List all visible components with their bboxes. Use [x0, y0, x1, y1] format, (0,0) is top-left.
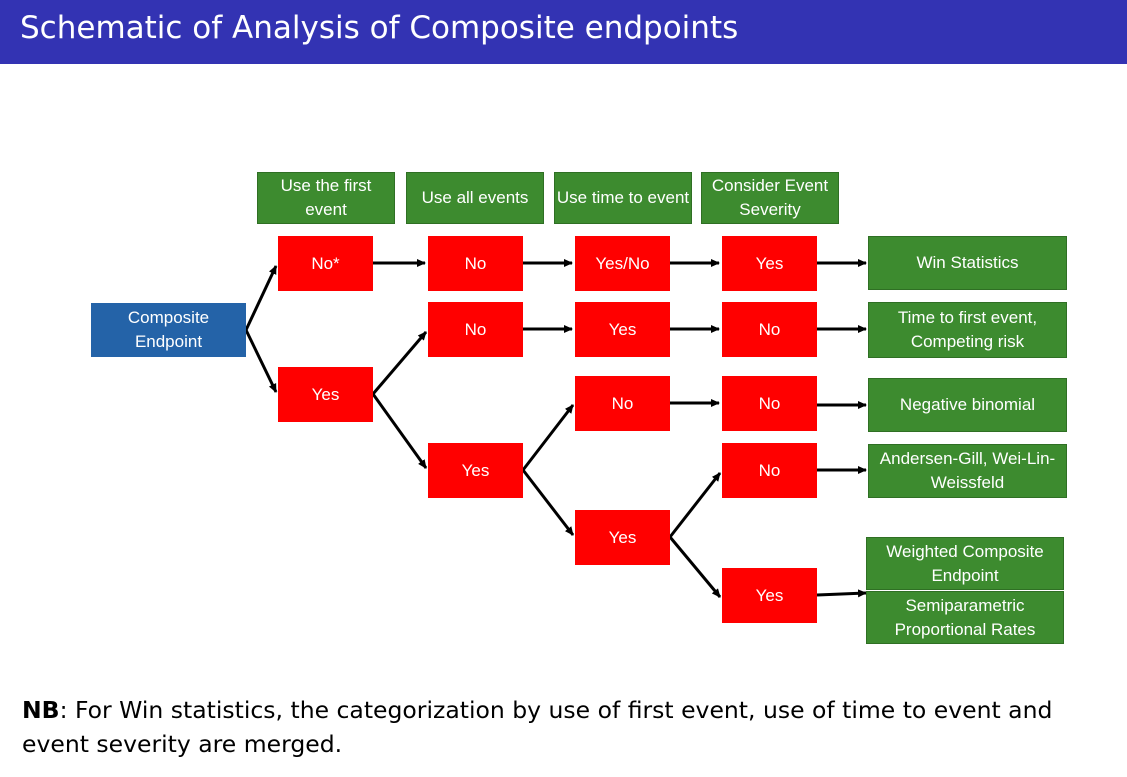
- outcome-time-to-first-event: Time to first event, Competing risk: [868, 302, 1067, 358]
- node-severity-yes-r1: Yes: [722, 236, 817, 291]
- arrow-c2yes-to-yes: [521, 469, 575, 536]
- outcome-win-statistics: Win Statistics: [868, 236, 1067, 290]
- footnote: NB: For Win statistics, the categorizati…: [22, 693, 1112, 761]
- outcome-semiparametric: Semiparametric Proportional Rates: [866, 591, 1064, 644]
- arrow-yes-to-no: [371, 331, 428, 395]
- arrow-yes-to-yes: [371, 393, 428, 469]
- footnote-label: NB: [22, 696, 60, 724]
- node-severity-no-r3: No: [722, 376, 817, 431]
- footnote-text: : For Win statistics, the categorization…: [22, 696, 1053, 758]
- header-use-time-to-event: Use time to event: [554, 172, 692, 224]
- page-title: Schematic of Analysis of Composite endpo…: [20, 10, 739, 46]
- arrow-c3yes-to-yes: [668, 536, 722, 598]
- node-first-event-yes: Yes: [278, 367, 373, 422]
- arrow-r5: [816, 589, 867, 598]
- outcome-andersen-gill: Andersen-Gill, Wei-Lin-Weissfeld: [868, 444, 1067, 498]
- node-severity-yes-r5: Yes: [722, 568, 817, 623]
- node-time-no: No: [575, 376, 670, 431]
- arrow-root-to-no: [244, 265, 278, 331]
- header-use-all-events: Use all events: [406, 172, 544, 224]
- node-time-yes-mid: Yes: [575, 302, 670, 357]
- arrow-root-to-yes: [244, 329, 278, 393]
- node-time-yes-no: Yes/No: [575, 236, 670, 291]
- title-bar: Schematic of Analysis of Composite endpo…: [0, 0, 1127, 64]
- node-all-events-no-top: No: [428, 236, 523, 291]
- header-consider-event-severity: Consider Event Severity: [701, 172, 839, 224]
- arrow-c2yes-to-no: [521, 404, 575, 471]
- root-composite-endpoint: Composite Endpoint: [91, 303, 246, 357]
- arrow-c3yes-to-no: [668, 472, 722, 538]
- outcome-negative-binomial: Negative binomial: [868, 378, 1067, 432]
- header-use-first-event: Use the first event: [257, 172, 395, 224]
- node-first-event-no: No*: [278, 236, 373, 291]
- outcome-weighted-composite: Weighted Composite Endpoint: [866, 537, 1064, 590]
- node-severity-no-r4: No: [722, 443, 817, 498]
- node-time-yes: Yes: [575, 510, 670, 565]
- node-all-events-no: No: [428, 302, 523, 357]
- node-all-events-yes: Yes: [428, 443, 523, 498]
- node-severity-no-r2: No: [722, 302, 817, 357]
